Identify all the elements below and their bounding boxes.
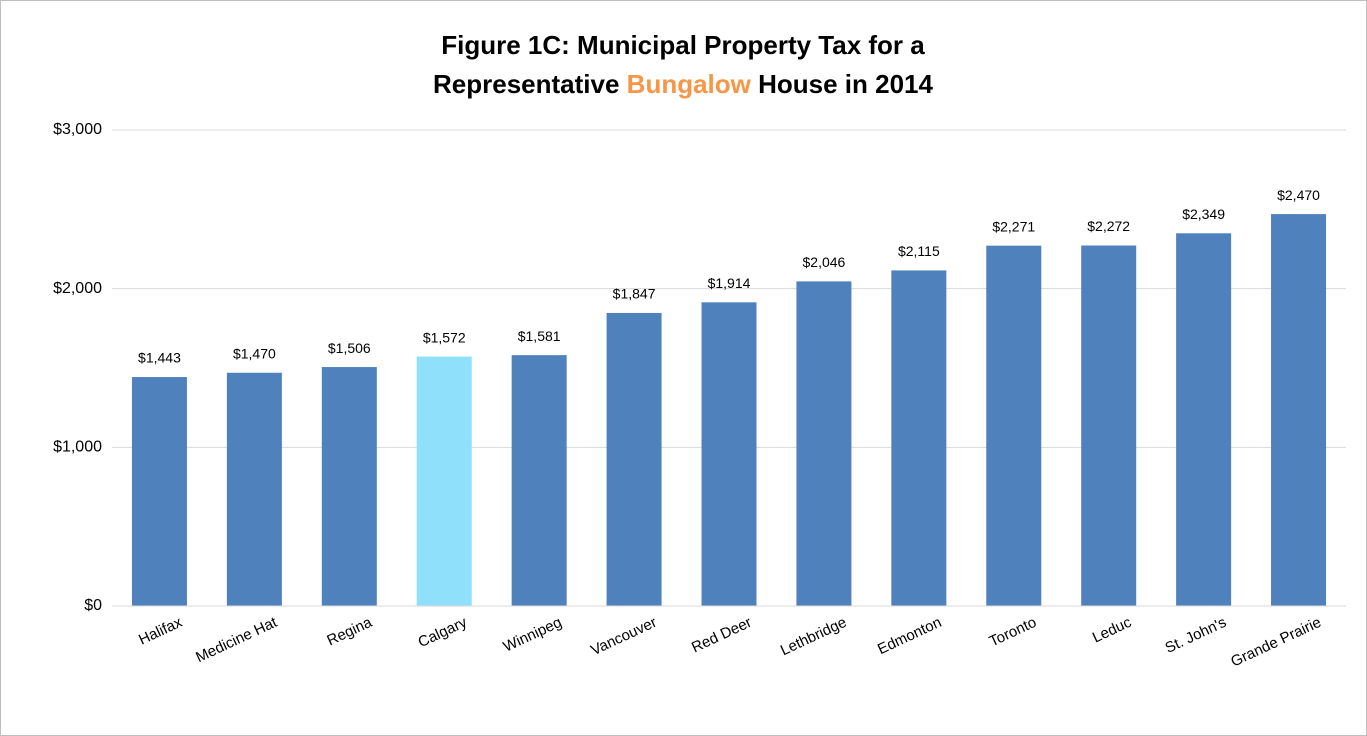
title-part: Bungalow: [627, 69, 752, 99]
bar: [891, 270, 947, 606]
chart-title: Representative Bungalow House in 2014: [433, 69, 934, 99]
chart-title: Figure 1C: Municipal Property Tax for a: [441, 30, 925, 60]
bar: [511, 355, 567, 606]
bar: [131, 377, 187, 606]
bar: [1176, 233, 1232, 607]
data-label: $2,115: [898, 243, 940, 259]
bar: [226, 372, 282, 606]
data-label: $1,443: [138, 350, 181, 366]
bar: [416, 356, 472, 606]
data-label: $1,470: [233, 345, 276, 361]
data-label: $1,581: [518, 328, 561, 344]
data-label: $1,914: [708, 275, 751, 291]
y-tick-label: $1,000: [53, 439, 102, 456]
title-part: Figure 1C: Municipal Property Tax for a: [441, 30, 925, 60]
data-label: $1,847: [613, 286, 656, 302]
data-label: $2,349: [1182, 206, 1225, 222]
y-tick-label: $2,000: [53, 280, 102, 297]
y-tick-label: $3,000: [53, 121, 102, 138]
y-tick-label: $0: [84, 597, 102, 614]
bar: [986, 245, 1042, 606]
data-label: $2,046: [803, 254, 846, 270]
data-label: $1,572: [423, 329, 466, 345]
data-label: $1,506: [328, 340, 371, 356]
data-label: $2,271: [992, 218, 1035, 234]
title-part: House in 2014: [758, 69, 933, 99]
bar: [701, 302, 757, 606]
data-label: $2,272: [1087, 218, 1130, 234]
bar: [796, 281, 852, 606]
bar: [321, 367, 377, 606]
bar: [1271, 214, 1327, 607]
data-label: $2,470: [1277, 187, 1320, 203]
title-part: Representative: [433, 69, 619, 99]
bar: [606, 312, 662, 606]
bar: [1081, 245, 1137, 606]
